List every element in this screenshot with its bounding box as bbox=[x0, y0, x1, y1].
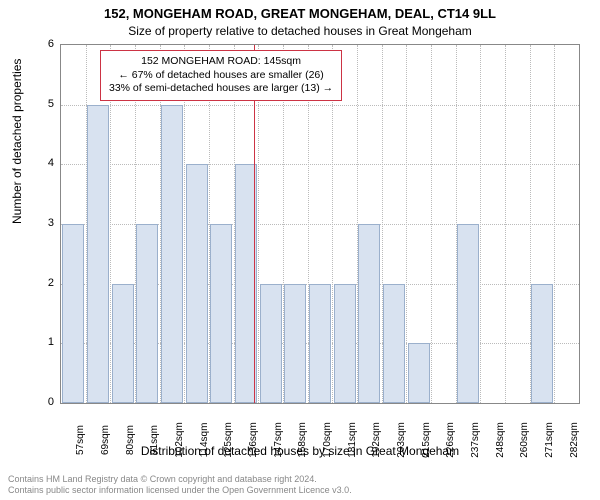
y-tick-label: 5 bbox=[34, 98, 54, 110]
footer-attribution: Contains HM Land Registry data © Crown c… bbox=[8, 474, 352, 496]
y-tick-label: 6 bbox=[34, 38, 54, 50]
footer-line-2: Contains public sector information licen… bbox=[8, 485, 352, 496]
x-tick-label: 158sqm bbox=[297, 422, 308, 458]
grid-line-vertical bbox=[554, 45, 555, 403]
footer-line-1: Contains HM Land Registry data © Crown c… bbox=[8, 474, 352, 485]
x-tick-label: 170sqm bbox=[322, 422, 333, 458]
histogram-bar bbox=[383, 284, 405, 403]
annotation-line-1: 152 MONGEHAM ROAD: 145sqm bbox=[109, 55, 333, 69]
histogram-bar bbox=[334, 284, 356, 403]
grid-line-horizontal bbox=[61, 105, 579, 106]
x-tick-label: 57sqm bbox=[75, 425, 86, 455]
grid-line-vertical bbox=[480, 45, 481, 403]
y-tick-label: 1 bbox=[34, 336, 54, 348]
x-tick-label: 260sqm bbox=[519, 422, 530, 458]
x-tick-label: 215sqm bbox=[421, 422, 432, 458]
x-tick-label: 91sqm bbox=[149, 425, 160, 455]
x-tick-label: 102sqm bbox=[174, 422, 185, 458]
x-tick-label: 136sqm bbox=[248, 422, 259, 458]
x-tick-label: 114sqm bbox=[199, 423, 210, 458]
x-tick-label: 69sqm bbox=[100, 425, 111, 455]
annotation-box: 152 MONGEHAM ROAD: 145sqm← 67% of detach… bbox=[100, 50, 342, 101]
histogram-bar bbox=[112, 284, 134, 403]
annotation-line-3: 33% of semi-detached houses are larger (… bbox=[109, 82, 333, 96]
y-tick-label: 3 bbox=[34, 217, 54, 229]
x-tick-label: 226sqm bbox=[445, 422, 456, 458]
y-tick-label: 2 bbox=[34, 277, 54, 289]
grid-line-vertical bbox=[431, 45, 432, 403]
histogram-bar bbox=[87, 105, 109, 403]
grid-line-horizontal bbox=[61, 164, 579, 165]
grid-line-vertical bbox=[505, 45, 506, 403]
y-tick-label: 0 bbox=[34, 396, 54, 408]
histogram-bar bbox=[408, 343, 430, 403]
histogram-bar bbox=[309, 284, 331, 403]
y-axis-title: Number of detached properties bbox=[10, 59, 24, 224]
histogram-bar bbox=[457, 224, 479, 403]
x-tick-label: 271sqm bbox=[544, 422, 555, 458]
histogram-bar bbox=[161, 105, 183, 403]
x-tick-label: 181sqm bbox=[347, 422, 358, 458]
histogram-bar bbox=[136, 224, 158, 403]
histogram-bar bbox=[358, 224, 380, 403]
x-tick-label: 203sqm bbox=[396, 422, 407, 458]
x-tick-label: 282sqm bbox=[569, 422, 580, 458]
y-tick-label: 4 bbox=[34, 157, 54, 169]
annotation-line-2: ← 67% of detached houses are smaller (26… bbox=[109, 69, 333, 83]
x-tick-label: 237sqm bbox=[470, 422, 481, 458]
x-tick-label: 192sqm bbox=[371, 422, 382, 458]
histogram-bar bbox=[260, 284, 282, 403]
histogram-bar bbox=[284, 284, 306, 403]
histogram-bar bbox=[186, 164, 208, 403]
x-tick-label: 147sqm bbox=[273, 422, 284, 458]
x-tick-label: 80sqm bbox=[125, 425, 136, 455]
x-tick-label: 125sqm bbox=[223, 422, 234, 458]
chart-sub-title: Size of property relative to detached ho… bbox=[0, 24, 600, 38]
chart-main-title: 152, MONGEHAM ROAD, GREAT MONGEHAM, DEAL… bbox=[0, 6, 600, 21]
histogram-bar bbox=[210, 224, 232, 403]
histogram-bar bbox=[62, 224, 84, 403]
histogram-bar bbox=[531, 284, 553, 403]
x-tick-label: 248sqm bbox=[495, 422, 506, 458]
